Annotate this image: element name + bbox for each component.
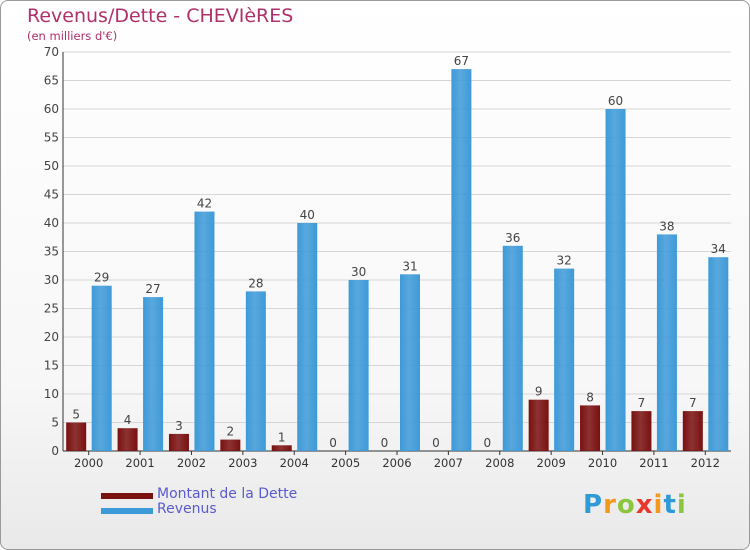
y-tick-label: 35 [44, 245, 59, 259]
data-label-revenus: 60 [608, 94, 623, 108]
bar-dette [220, 439, 241, 451]
x-tick-label: 2011 [639, 456, 668, 470]
data-label-revenus: 42 [197, 197, 212, 211]
data-label-dette: 7 [638, 396, 646, 410]
y-tick-label: 50 [44, 159, 59, 173]
bar-revenus [91, 285, 112, 451]
bar-dette [528, 399, 549, 451]
bar-revenus [708, 257, 729, 451]
bar-revenus [143, 297, 164, 451]
bar-dette [631, 411, 652, 451]
y-tick-label: 65 [44, 74, 59, 88]
x-tick-label: 2007 [434, 456, 463, 470]
data-label-dette: 5 [72, 408, 80, 422]
y-tick-label: 25 [44, 302, 59, 316]
chart-subtitle: (en milliers d'€) [27, 29, 118, 43]
data-label-dette: 0 [381, 436, 389, 450]
x-tick-label: 2008 [485, 456, 514, 470]
bar-dette [580, 405, 601, 451]
data-label-revenus: 31 [402, 259, 417, 273]
data-label-dette: 8 [586, 390, 594, 404]
y-tick-label: 20 [44, 330, 59, 344]
legend-swatch-revenus [101, 508, 153, 514]
data-label-dette: 3 [175, 419, 183, 433]
x-tick-label: 2009 [537, 456, 566, 470]
data-label-revenus: 38 [659, 219, 674, 233]
data-label-dette: 2 [227, 425, 235, 439]
y-tick-label: 40 [44, 216, 59, 230]
y-tick-label: 0 [51, 444, 59, 458]
x-tick-label: 2002 [177, 456, 206, 470]
bar-revenus [605, 109, 626, 451]
data-label-revenus: 40 [300, 208, 315, 222]
y-tick-label: 15 [44, 359, 59, 373]
bar-dette [66, 422, 87, 451]
data-label-dette: 0 [432, 436, 440, 450]
y-tick-label: 45 [44, 188, 59, 202]
x-tick-label: 2006 [382, 456, 411, 470]
y-tick-label: 55 [44, 131, 59, 145]
bar-revenus [502, 245, 523, 451]
x-tick-label: 2001 [125, 456, 154, 470]
chart-title: Revenus/Dette - CHEVIèRES [27, 5, 294, 27]
bar-revenus [297, 223, 318, 451]
y-tick-label: 10 [44, 387, 59, 401]
legend-label-revenus: Revenus [157, 501, 217, 517]
x-tick-label: 2004 [280, 456, 309, 470]
bar-revenus [194, 211, 215, 451]
proxiti-logo: Proxiti [583, 490, 687, 520]
bar-dette [117, 428, 138, 451]
bar-revenus [656, 234, 677, 451]
data-label-revenus: 30 [351, 265, 366, 279]
data-label-revenus: 29 [94, 271, 109, 285]
x-tick-label: 2010 [588, 456, 617, 470]
bar-dette [682, 411, 703, 451]
x-tick-label: 2012 [691, 456, 720, 470]
bar-revenus [245, 291, 266, 451]
data-label-dette: 1 [278, 430, 286, 444]
data-label-revenus: 27 [145, 282, 160, 296]
bar-dette [168, 433, 189, 451]
x-tick-label: 2005 [331, 456, 360, 470]
data-label-revenus: 28 [248, 276, 263, 290]
bar-dette [271, 445, 292, 451]
data-label-revenus: 32 [557, 254, 572, 268]
data-label-dette: 4 [124, 413, 132, 427]
data-label-revenus: 67 [454, 54, 469, 68]
y-tick-label: 5 [51, 416, 59, 430]
legend-swatch-dette [101, 493, 153, 499]
y-tick-label: 70 [44, 45, 59, 59]
data-label-dette: 7 [689, 396, 697, 410]
y-tick-label: 60 [44, 102, 59, 116]
data-label-revenus: 34 [711, 242, 726, 256]
data-label-revenus: 36 [505, 231, 520, 245]
data-label-dette: 9 [535, 385, 543, 399]
data-label-dette: 0 [483, 436, 491, 450]
bar-revenus [554, 268, 575, 451]
x-tick-label: 2003 [228, 456, 257, 470]
bar-revenus [348, 280, 369, 451]
data-label-dette: 0 [329, 436, 337, 450]
x-tick-label: 2000 [74, 456, 103, 470]
y-tick-label: 30 [44, 273, 59, 287]
bar-revenus [400, 274, 420, 451]
legend-label-dette: Montant de la Dette [157, 486, 298, 502]
bar-revenus [451, 69, 472, 451]
